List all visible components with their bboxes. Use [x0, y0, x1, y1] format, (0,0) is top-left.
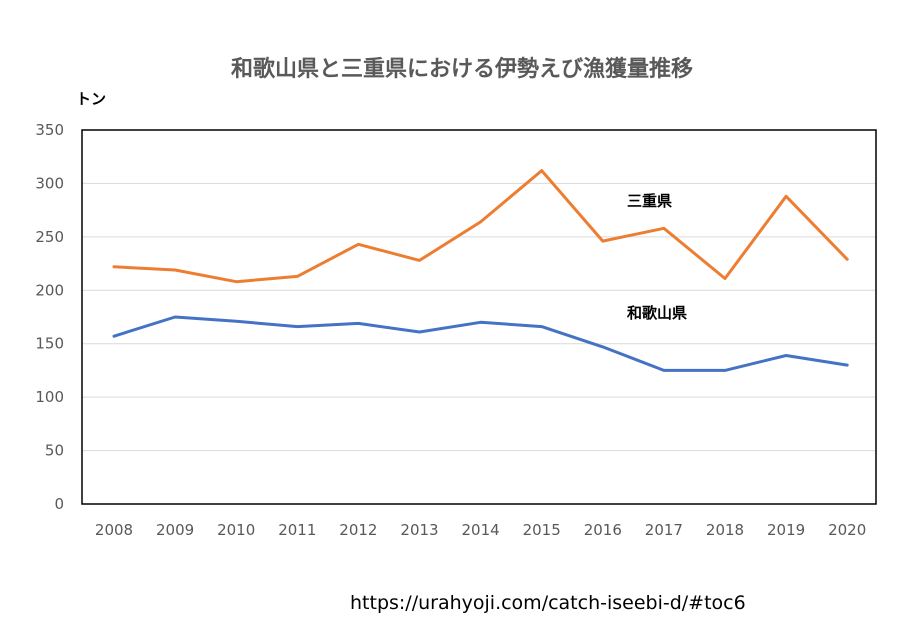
series-line-1	[112, 315, 849, 372]
series-lines	[112, 169, 849, 372]
y-tick-label: 100	[35, 388, 64, 406]
x-tick-label: 2018	[706, 521, 744, 539]
series-line-0	[112, 169, 849, 284]
x-axis-ticks: 2008 2009 2010 2011 2012 2013 2014 2015 2016 2017…	[95, 521, 866, 539]
series-label-wakayama: 和歌山県	[627, 304, 687, 322]
y-axis-ticks: 0 50 100 150 200 250 300 350	[35, 121, 64, 513]
plot-frame	[81, 129, 877, 505]
y-unit-label: トン	[76, 90, 106, 108]
x-tick-label: 2020	[828, 521, 866, 539]
source-url: https://urahyoji.com/catch-iseebi-d/#toc…	[350, 592, 746, 614]
x-tick-label: 2019	[767, 521, 805, 539]
series-label-mie: 三重県	[627, 192, 672, 210]
y-tick-label: 350	[35, 121, 64, 139]
gridlines	[82, 182, 876, 452]
x-tick-label: 2011	[278, 521, 316, 539]
x-tick-label: 2015	[523, 521, 561, 539]
y-tick-label: 200	[35, 281, 64, 299]
x-tick-label: 2014	[462, 521, 500, 539]
x-tick-label: 2009	[156, 521, 194, 539]
y-tick-label: 300	[35, 174, 64, 192]
x-tick-label: 2017	[645, 521, 683, 539]
x-tick-label: 2016	[584, 521, 622, 539]
y-tick-label: 150	[35, 335, 64, 353]
x-tick-label: 2012	[339, 521, 377, 539]
y-tick-label: 0	[54, 495, 64, 513]
x-tick-label: 2013	[400, 521, 438, 539]
chart-title: 和歌山県と三重県における伊勢えび漁獲量推移	[231, 56, 693, 82]
y-tick-label: 250	[35, 228, 64, 246]
x-tick-label: 2008	[95, 521, 133, 539]
y-tick-label: 50	[45, 442, 64, 460]
x-tick-label: 2010	[217, 521, 255, 539]
